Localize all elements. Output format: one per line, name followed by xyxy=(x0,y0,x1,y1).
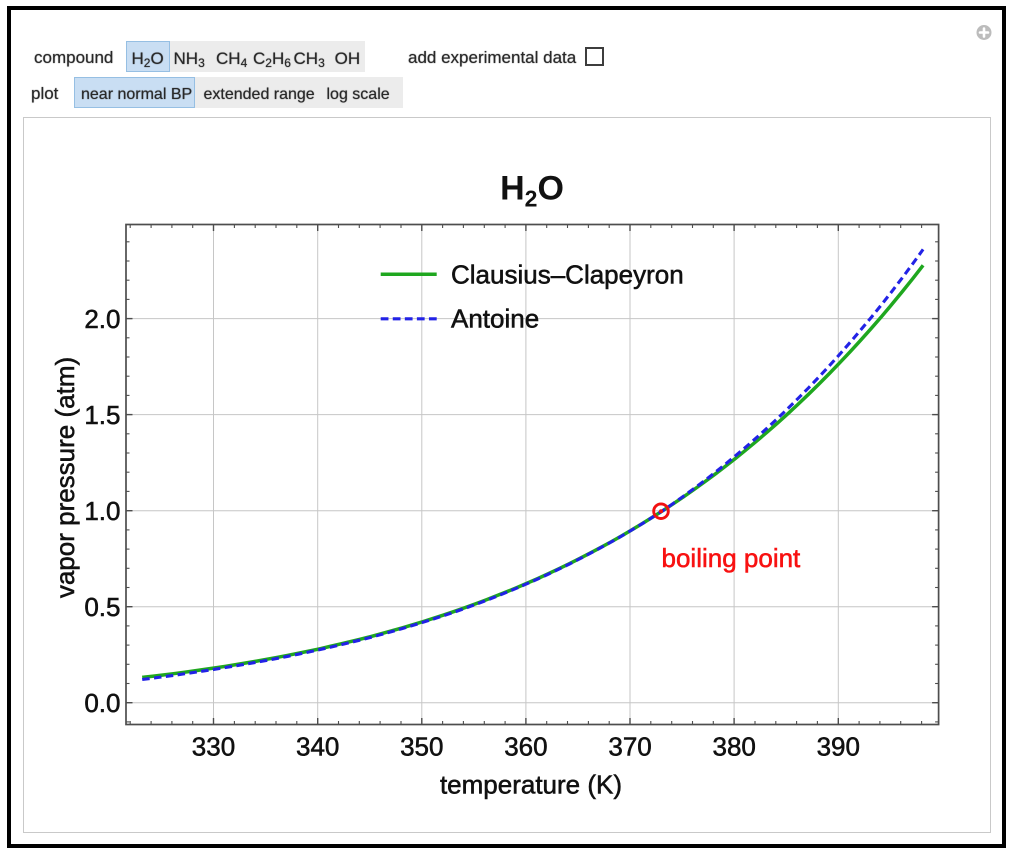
svg-text:1.0: 1.0 xyxy=(84,496,120,526)
svg-text:Antoine: Antoine xyxy=(451,304,539,334)
svg-text:390: 390 xyxy=(817,732,860,762)
svg-text:H2O: H2O xyxy=(500,170,564,212)
svg-text:350: 350 xyxy=(400,732,443,762)
svg-text:vapor pressure (atm): vapor pressure (atm) xyxy=(50,357,80,598)
svg-text:boiling point: boiling point xyxy=(662,543,802,573)
svg-text:Clausius–Clapeyron: Clausius–Clapeyron xyxy=(451,260,684,290)
svg-text:360: 360 xyxy=(504,732,547,762)
svg-text:0.0: 0.0 xyxy=(84,688,120,718)
svg-text:0.5: 0.5 xyxy=(84,592,120,622)
svg-text:380: 380 xyxy=(713,732,756,762)
svg-text:370: 370 xyxy=(608,732,651,762)
svg-text:330: 330 xyxy=(192,732,235,762)
svg-text:1.5: 1.5 xyxy=(84,400,120,430)
svg-text:temperature (K): temperature (K) xyxy=(440,770,622,800)
svg-text:2.0: 2.0 xyxy=(84,304,120,334)
svg-text:340: 340 xyxy=(296,732,339,762)
